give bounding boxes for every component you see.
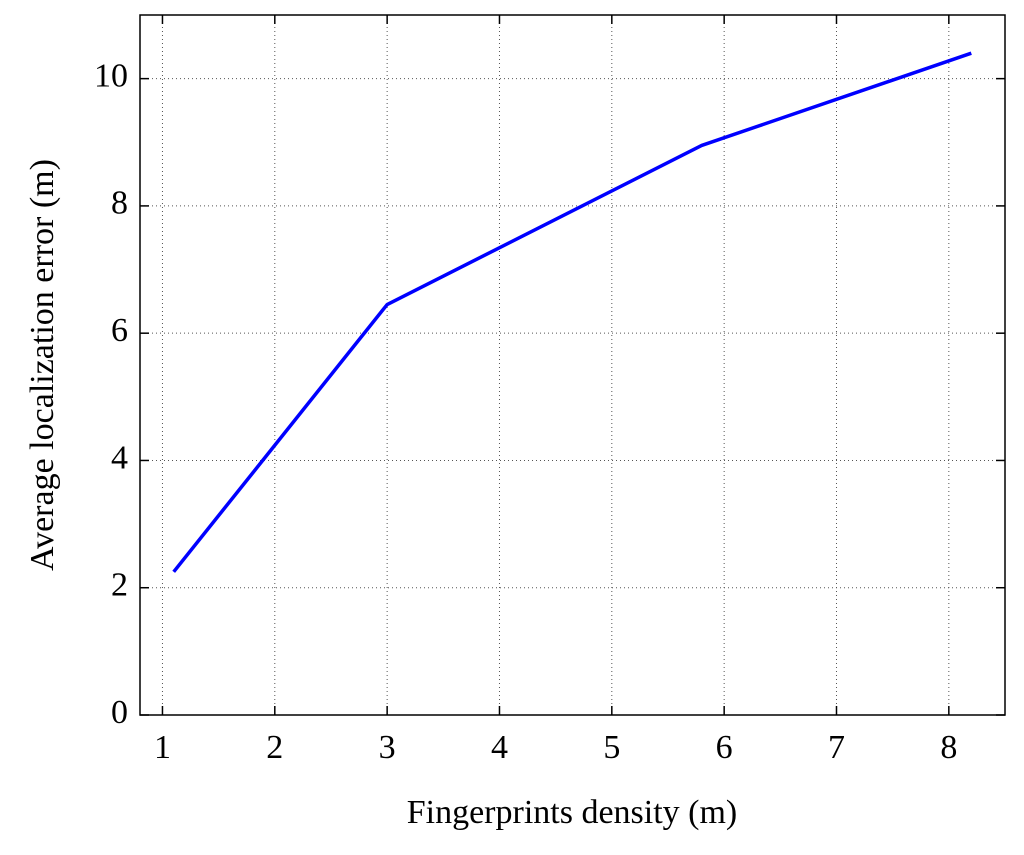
x-tick-label: 6 xyxy=(716,729,733,766)
y-tick-label: 2 xyxy=(111,567,128,604)
x-tick-label: 8 xyxy=(940,729,957,766)
y-tick-label: 10 xyxy=(94,57,128,94)
x-tick-label: 4 xyxy=(491,729,508,766)
x-axis-label: Fingerprints density (m) xyxy=(407,794,738,831)
y-tick-label: 4 xyxy=(111,439,128,476)
y-axis-label: Average localization error (m) xyxy=(24,159,61,571)
x-tick-label: 2 xyxy=(266,729,283,766)
y-tick-label: 0 xyxy=(111,694,128,731)
y-tick-label: 6 xyxy=(111,312,128,349)
x-tick-label: 5 xyxy=(603,729,620,766)
x-tick-label: 7 xyxy=(828,729,845,766)
plot-frame xyxy=(139,14,1006,716)
data-line xyxy=(172,51,972,573)
x-tick-label: 3 xyxy=(379,729,396,766)
x-tick-label: 1 xyxy=(154,729,171,766)
y-tick-label: 8 xyxy=(111,185,128,222)
